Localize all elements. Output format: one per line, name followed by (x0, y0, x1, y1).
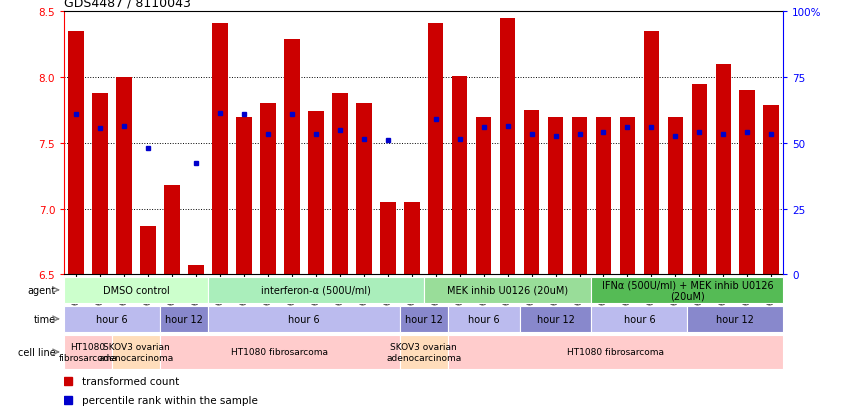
Bar (520, 306, 591, 332)
Bar (452, 77, 467, 275)
Bar (208, 277, 424, 303)
Text: transformed count: transformed count (82, 376, 180, 386)
Text: hour 12: hour 12 (716, 314, 754, 324)
Bar (160, 306, 208, 332)
Text: GDS4487 / 8110043: GDS4487 / 8110043 (64, 0, 191, 10)
Bar (64, 335, 112, 369)
Bar (620, 117, 635, 275)
Bar (188, 266, 204, 275)
Bar (572, 117, 587, 275)
Text: hour 12: hour 12 (405, 314, 443, 324)
Bar (644, 32, 659, 275)
Bar (740, 91, 755, 275)
Bar (260, 104, 276, 275)
Bar (500, 19, 515, 275)
Text: HT1080 fibrosarcoma: HT1080 fibrosarcoma (231, 348, 329, 356)
Text: agent: agent (27, 285, 56, 295)
Text: hour 6: hour 6 (624, 314, 655, 324)
Text: interferon-α (500U/ml): interferon-α (500U/ml) (261, 285, 371, 295)
Bar (236, 117, 252, 275)
Bar (448, 306, 520, 332)
Bar (764, 105, 779, 275)
Text: DMSO control: DMSO control (103, 285, 169, 295)
Text: time: time (33, 314, 56, 324)
Bar (524, 111, 539, 275)
Bar (164, 185, 180, 275)
Text: IFNα (500U/ml) + MEK inhib U0126
(20uM): IFNα (500U/ml) + MEK inhib U0126 (20uM) (602, 279, 773, 301)
Bar (116, 78, 132, 275)
Bar (548, 117, 563, 275)
Text: hour 6: hour 6 (97, 314, 128, 324)
Text: hour 12: hour 12 (537, 314, 574, 324)
Text: SKOV3 ovarian
adenocarcinoma: SKOV3 ovarian adenocarcinoma (98, 342, 174, 362)
Text: hour 12: hour 12 (165, 314, 203, 324)
Bar (332, 94, 348, 275)
Bar (356, 104, 372, 275)
Bar (92, 94, 108, 275)
Text: hour 6: hour 6 (288, 314, 319, 324)
Bar (140, 226, 156, 275)
Bar (692, 85, 707, 275)
Bar (448, 335, 783, 369)
Bar (424, 277, 591, 303)
Text: HT1080
fibrosarcoma: HT1080 fibrosarcoma (59, 342, 117, 362)
Text: SKOV3 ovarian
adenocarcinoma: SKOV3 ovarian adenocarcinoma (386, 342, 461, 362)
Bar (160, 335, 400, 369)
Bar (112, 335, 160, 369)
Bar (400, 306, 448, 332)
Text: MEK inhib U0126 (20uM): MEK inhib U0126 (20uM) (447, 285, 568, 295)
Bar (687, 306, 783, 332)
Text: HT1080 fibrosarcoma: HT1080 fibrosarcoma (567, 348, 664, 356)
Bar (68, 32, 84, 275)
Text: cell line: cell line (18, 347, 56, 357)
Bar (380, 202, 395, 275)
Bar (668, 117, 683, 275)
Text: hour 6: hour 6 (468, 314, 499, 324)
Bar (591, 306, 687, 332)
Bar (64, 306, 160, 332)
Bar (591, 277, 783, 303)
Bar (308, 112, 324, 275)
Bar (404, 202, 419, 275)
Text: percentile rank within the sample: percentile rank within the sample (82, 394, 258, 405)
Bar (64, 277, 208, 303)
Bar (428, 24, 443, 275)
Bar (208, 306, 400, 332)
Bar (212, 24, 228, 275)
Bar (476, 117, 491, 275)
Bar (596, 117, 611, 275)
Bar (284, 40, 300, 275)
Bar (400, 335, 448, 369)
Bar (716, 65, 731, 275)
